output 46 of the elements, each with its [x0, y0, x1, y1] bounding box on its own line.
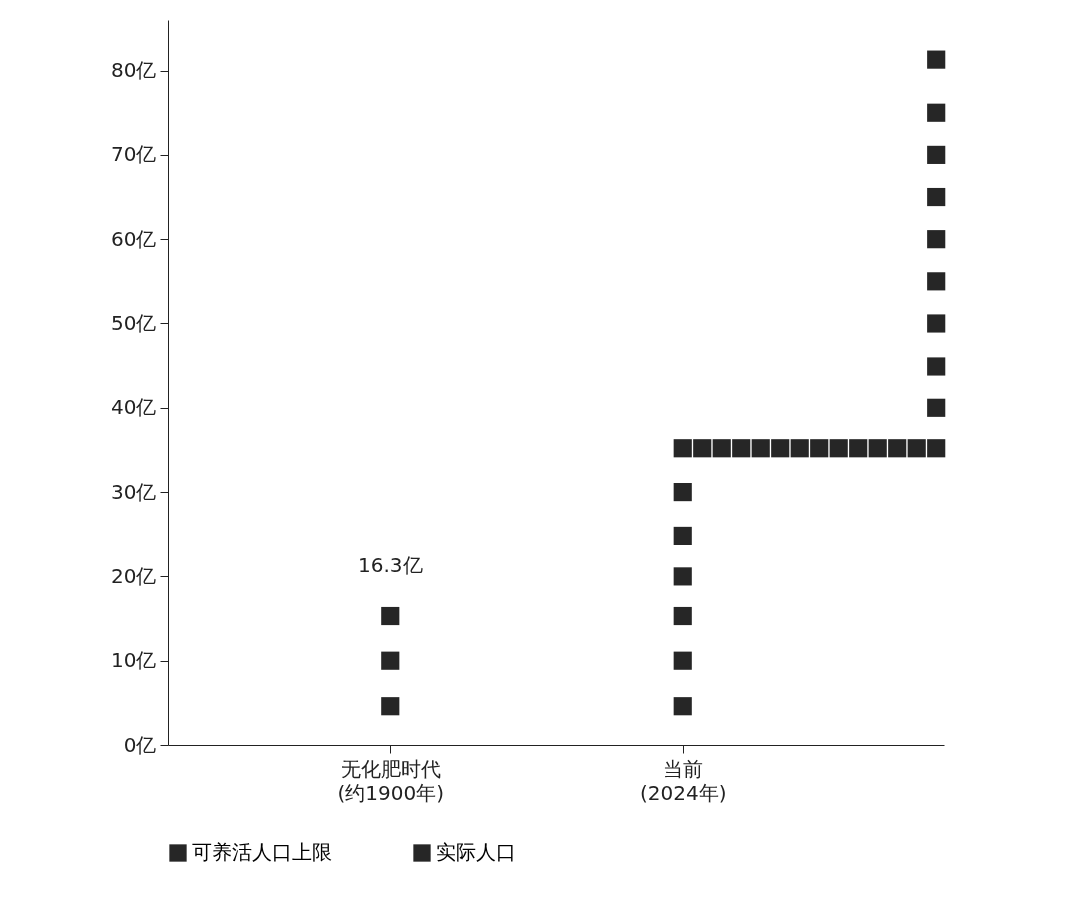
point — [927, 398, 946, 417]
point — [673, 651, 692, 670]
x-tick-label: 无化肥时代 (约1900年) — [337, 756, 445, 805]
point — [381, 697, 400, 716]
point — [693, 439, 712, 458]
point — [927, 145, 946, 164]
y-tick-label: 70亿 — [111, 142, 157, 167]
point — [712, 439, 731, 458]
point — [673, 483, 692, 502]
point — [829, 439, 848, 458]
point — [927, 357, 946, 376]
point — [849, 439, 868, 458]
y-tick-label: 40亿 — [111, 395, 157, 420]
point — [381, 651, 400, 670]
y-tick-label: 10亿 — [111, 648, 157, 673]
y-tick-label: 60亿 — [111, 226, 157, 251]
point — [927, 439, 946, 458]
point — [927, 314, 946, 333]
y-tick-label: 20亿 — [111, 563, 157, 588]
y-tick-label: 80亿 — [111, 58, 157, 83]
point — [673, 439, 692, 458]
point — [907, 439, 926, 458]
point — [790, 439, 809, 458]
point — [927, 50, 946, 69]
point — [751, 439, 770, 458]
point — [673, 606, 692, 626]
point — [927, 187, 946, 207]
point — [673, 526, 692, 546]
point — [868, 439, 887, 458]
point — [927, 272, 946, 291]
y-tick-label: 30亿 — [111, 479, 157, 504]
legend-label: 实际人口 — [436, 840, 516, 864]
point — [771, 439, 790, 458]
point — [810, 439, 829, 458]
point — [888, 439, 907, 458]
point — [673, 567, 692, 586]
point — [732, 439, 751, 458]
point — [927, 103, 946, 122]
point — [927, 230, 946, 249]
annotation: 16.3亿 — [358, 552, 423, 577]
legend-label: 可养活人口上限 — [192, 840, 332, 864]
point — [673, 697, 692, 716]
y-tick-label: 0亿 — [123, 732, 157, 757]
x-tick-label: 当前 (2024年) — [639, 756, 727, 805]
y-tick-label: 50亿 — [111, 310, 157, 335]
point — [381, 606, 400, 626]
